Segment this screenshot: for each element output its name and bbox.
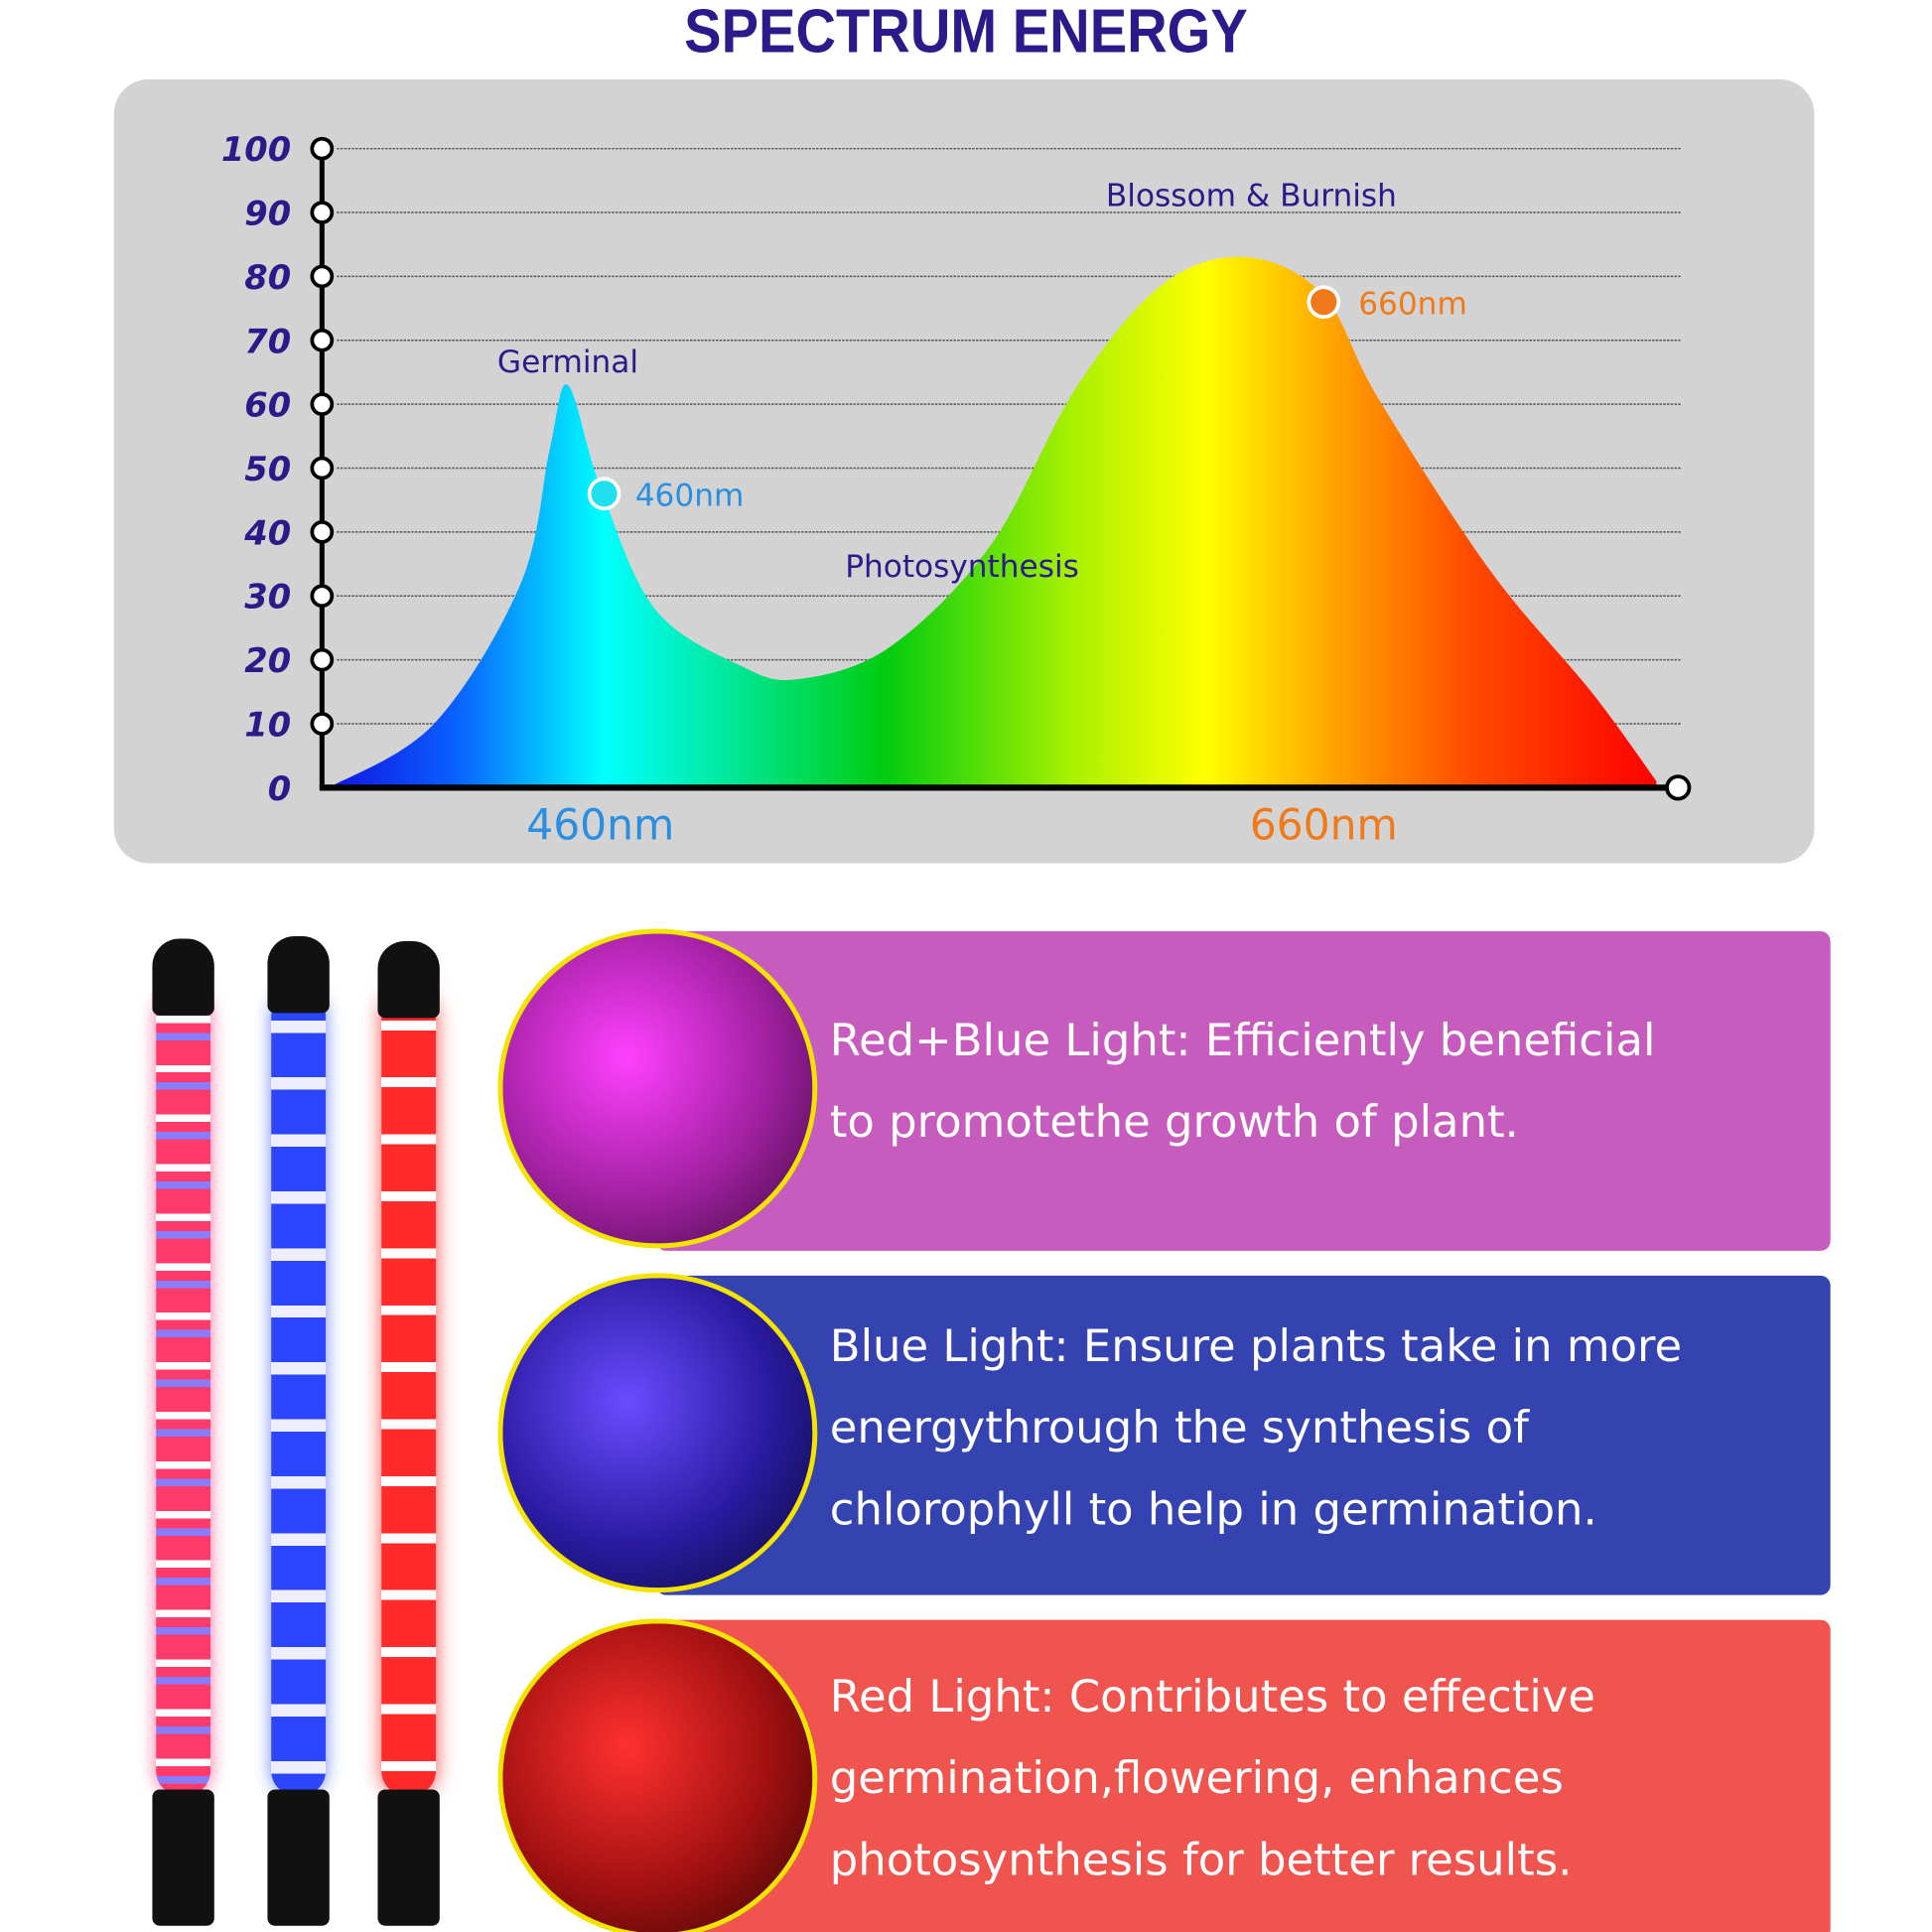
panel-text-line: to promotethe growth of plant. (829, 1097, 1519, 1149)
x-tick-label: 460nm (526, 802, 674, 851)
panel-text-line: chlorophyll to help in germination. (829, 1484, 1597, 1536)
annotation-label: Photosynthesis (845, 549, 1079, 585)
spectrum-area (329, 256, 1657, 788)
panel-text-line: Blue Light: Ensure plants take in more (829, 1320, 1683, 1373)
panel-text-line: Red Light: Contributes to effective (829, 1671, 1596, 1724)
blue-light-panel: Blue Light: Ensure plants take in more e… (656, 1275, 1831, 1595)
y-tick-label: 40 (243, 513, 291, 552)
y-tick-marker (310, 456, 335, 481)
y-tick-label: 30 (244, 578, 291, 617)
red-light-panel: Red Light: Contributes to effective germ… (656, 1619, 1831, 1932)
panel-text-line: germination,flowering, enhances (829, 1753, 1564, 1805)
tube-cap (152, 938, 214, 1016)
red-blue-light-panel: Red+Blue Light: Efficiently beneficial t… (656, 931, 1831, 1251)
y-tick-label: 100 (221, 130, 291, 169)
wavelength-marker (587, 477, 621, 511)
tube-base (377, 1789, 440, 1926)
y-tick-marker (310, 520, 335, 544)
panel-text-line: energythrough the synthesis of (829, 1403, 1529, 1454)
blue-light-photo (497, 1273, 818, 1593)
panel-text-line: Red+Blue Light: Efficiently beneficial (829, 1015, 1656, 1067)
chart-title: SPECTRUM ENERGY (684, 0, 1248, 67)
panel-text-line: photosynthesis for better results. (829, 1835, 1573, 1886)
y-tick-marker (310, 328, 335, 352)
red-light-photo (497, 1618, 818, 1932)
marker-label: 660nm (1358, 287, 1467, 323)
y-tick-marker (310, 264, 335, 289)
tube-base (152, 1789, 214, 1926)
y-tick-label: 80 (244, 258, 291, 297)
red-tube (381, 990, 437, 1796)
y-tick-marker (310, 712, 335, 736)
marker-label: 460nm (635, 479, 745, 514)
wavelength-marker (1307, 285, 1341, 320)
x-tick-label: 660nm (1250, 802, 1398, 851)
y-tick-label: 50 (244, 450, 291, 488)
blue-tube (271, 990, 327, 1796)
spectrum-chart: 0 10 20 30 40 50 60 70 80 90 100 460nm 660nm Germinal… (221, 130, 1692, 851)
tube-cap (267, 936, 330, 1014)
annotation-label: Blossom & Burnish (1106, 179, 1397, 214)
y-tick-marker (310, 201, 335, 224)
y-tick-marker (310, 584, 335, 609)
x-axis-end-marker (1665, 774, 1692, 801)
y-tick-label: 70 (244, 322, 291, 360)
tube-cap (377, 941, 440, 1019)
y-tick-label: 60 (244, 386, 291, 425)
tube-base (267, 1789, 330, 1926)
annotation-label: Germinal (497, 345, 638, 380)
y-tick-label: 90 (244, 195, 291, 233)
y-tick-marker (310, 392, 335, 417)
y-tick-label: 0 (268, 769, 291, 808)
y-tick-label: 20 (244, 641, 291, 680)
y-tick-marker (310, 136, 335, 161)
y-tick-marker (310, 647, 335, 672)
red-blue-light-photo (497, 928, 818, 1249)
red-blue-tube (156, 990, 211, 1796)
y-tick-label: 10 (244, 705, 291, 744)
